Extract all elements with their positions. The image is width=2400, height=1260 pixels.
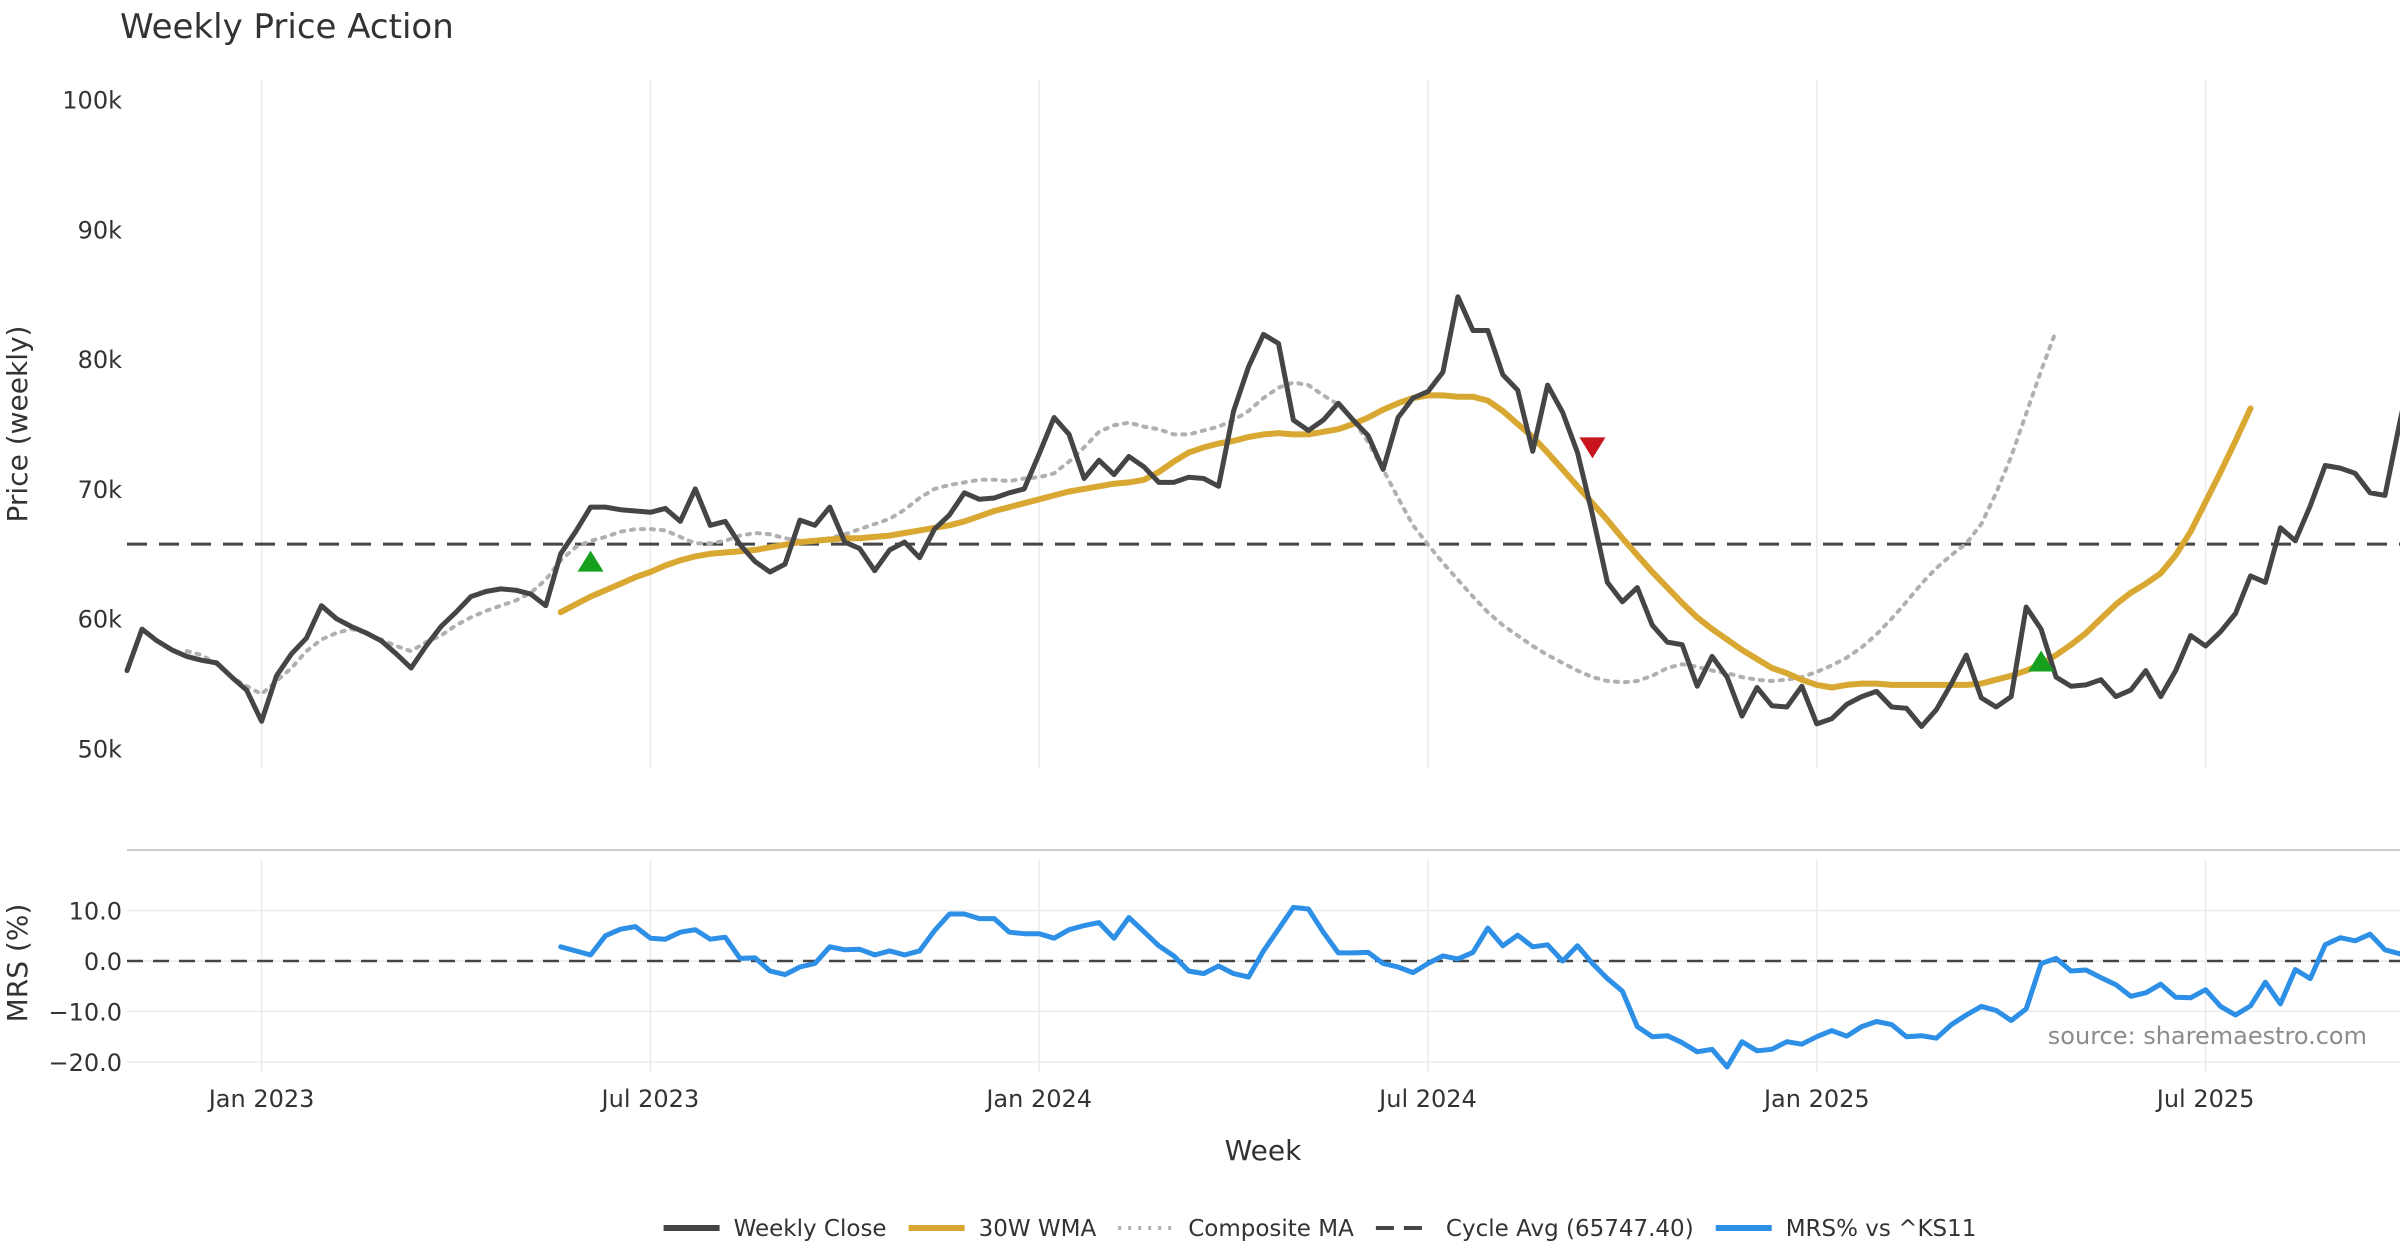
price-y-tick-label: 90k (78, 216, 123, 244)
signal-markers (577, 437, 2055, 672)
mrs-y-tick-label: −10.0 (48, 998, 122, 1026)
price-grid (260, 80, 2207, 768)
mrs-y-tick-label: −20.0 (48, 1049, 122, 1077)
mrs-y-axis-title: MRS (%) (1, 904, 34, 1023)
x-axis-title: Week (1225, 1134, 1302, 1167)
wma-30w-line (557, 392, 2254, 691)
legend-item: Composite MA (1118, 1216, 1354, 1242)
price-y-tick-label: 50k (78, 736, 123, 764)
mrs-y-tick-label: 10.0 (69, 897, 122, 925)
legend-label: Weekly Close (734, 1216, 887, 1242)
legend-item: Cycle Avg (65747.40) (1375, 1216, 1694, 1242)
legend-label: 30W WMA (979, 1216, 1097, 1242)
x-tick-label: Jul 2024 (1377, 1085, 1477, 1113)
x-axis-ticks: Jan 2023 Jul 2023 Jan 2024 Jul 2024 Jan 2025… (207, 1085, 2255, 1113)
buy-signal-marker (2028, 650, 2055, 672)
price-y-tick-label: 100k (62, 86, 122, 114)
x-tick-label: Jan 2023 (207, 1085, 315, 1113)
legend-label: Cycle Avg (65747.40) (1446, 1216, 1694, 1242)
x-tick-label: Jan 2025 (1762, 1085, 1870, 1113)
composite-ma-line (184, 328, 2059, 696)
x-tick-label: Jan 2024 (984, 1085, 1092, 1113)
source-credit: source: sharemaestro.com (2048, 1022, 2367, 1050)
legend-item: MRS% vs ^KS11 (1715, 1216, 1977, 1242)
price-y-tick-label: 80k (78, 346, 123, 374)
price-y-axis-title: Price (weekly) (1, 326, 34, 523)
mrs-line (558, 904, 2400, 1070)
mrs-y-tick-label: 0.0 (84, 948, 122, 976)
legend-item: Weekly Close (663, 1216, 887, 1242)
price-y-axis-ticks: 50k 60k 70k 80k 90k 100k (62, 86, 122, 763)
chart-title: Weekly Price Action (120, 7, 454, 47)
buy-signal-marker (577, 550, 604, 572)
weekly-close-line (124, 294, 2400, 729)
mrs-y-axis-ticks: 10.0 0.0 −10.0 −20.0 (48, 897, 122, 1076)
legend-label: Composite MA (1188, 1216, 1354, 1242)
price-series (124, 294, 2400, 729)
sell-signal-marker (1579, 437, 1606, 459)
legend-item: 30W WMA (908, 1216, 1097, 1242)
price-y-tick-label: 70k (78, 476, 123, 504)
legend-label: MRS% vs ^KS11 (1786, 1216, 1977, 1242)
price-y-tick-label: 60k (78, 606, 123, 634)
mrs-series (558, 904, 2400, 1070)
x-tick-label: Jul 2025 (2155, 1085, 2255, 1113)
x-tick-label: Jul 2023 (600, 1085, 700, 1113)
legend: Weekly Close 30W WMA Composite MA Cycle Avg… (663, 1216, 1977, 1242)
